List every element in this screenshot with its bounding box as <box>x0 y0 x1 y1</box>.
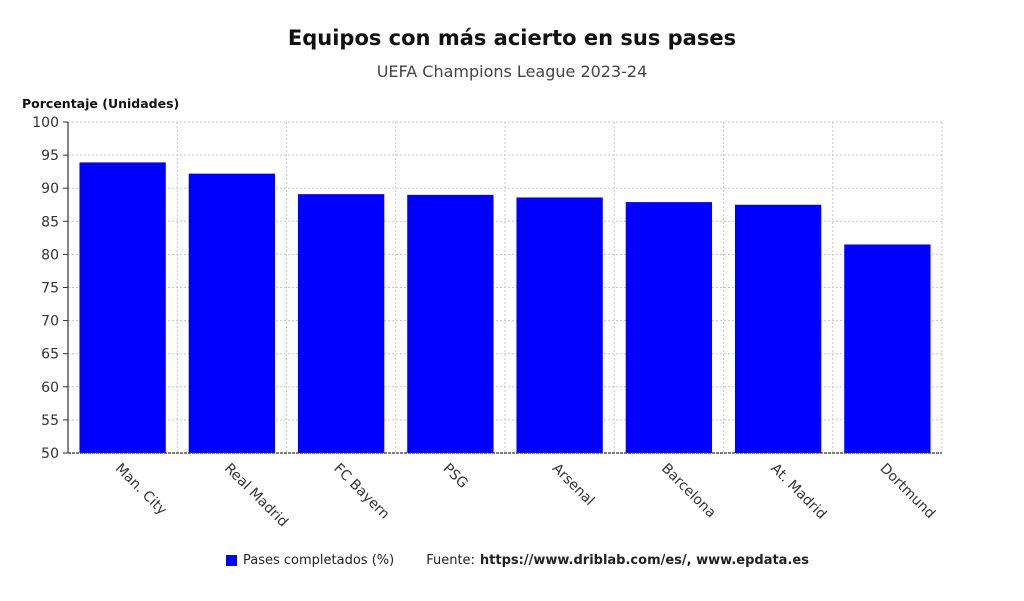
bar <box>79 162 166 453</box>
x-tick-label: Barcelona <box>658 461 719 522</box>
y-tick-label: 65 <box>41 347 59 363</box>
legend-swatch <box>226 555 237 566</box>
y-tick-label: 100 <box>32 115 59 131</box>
bar <box>407 194 494 453</box>
legend-label: Pases completados (%) <box>243 553 395 568</box>
y-tick-label: 85 <box>41 214 59 230</box>
bar <box>844 244 931 453</box>
bar <box>297 194 385 453</box>
x-tick-label: PSG <box>440 461 471 492</box>
x-tick-labels: Man. City Real Madrid FC Bayern PSG Arsenal B… <box>112 461 938 531</box>
y-tick-label: 60 <box>41 380 59 396</box>
source-label: Fuente: <box>426 553 475 568</box>
y-tick-label: 75 <box>41 281 59 297</box>
y-tick-label: 90 <box>41 181 59 197</box>
bar <box>516 197 603 453</box>
x-tick-label: Man. City <box>112 461 170 519</box>
bar <box>625 202 713 453</box>
y-axis-label: Porcentaje (Unidades) <box>22 96 180 111</box>
chart-title: Equipos con más acierto en sus pases <box>287 26 737 50</box>
bars <box>79 162 931 454</box>
chart-subtitle: UEFA Champions League 2023-24 <box>376 62 648 81</box>
y-tick-labels: 50 55 60 65 70 75 80 85 90 95 100 <box>32 115 59 462</box>
x-tick-label: Arsenal <box>549 461 598 510</box>
x-tick-label: Real Madrid <box>221 461 291 531</box>
y-tick-label: 50 <box>41 446 59 462</box>
x-tick-label: Dortmund <box>877 461 938 522</box>
source-links[interactable]: https://www.driblab.com/es/, www.epdata.… <box>479 553 809 568</box>
bar <box>188 173 276 454</box>
y-tick-label: 80 <box>41 247 59 263</box>
x-tick-label: FC Bayern <box>330 461 392 523</box>
y-tick-label: 55 <box>41 413 59 429</box>
bar <box>734 204 822 453</box>
axes <box>63 121 942 454</box>
legend: Pases completados (%) Fuente: https://www… <box>226 553 809 568</box>
y-tick-label: 95 <box>41 148 59 164</box>
x-tick-label: At. Madrid <box>767 461 829 523</box>
y-tick-label: 70 <box>41 314 59 330</box>
source-note: Fuente: https://www.driblab.com/es/, www.… <box>426 553 809 568</box>
